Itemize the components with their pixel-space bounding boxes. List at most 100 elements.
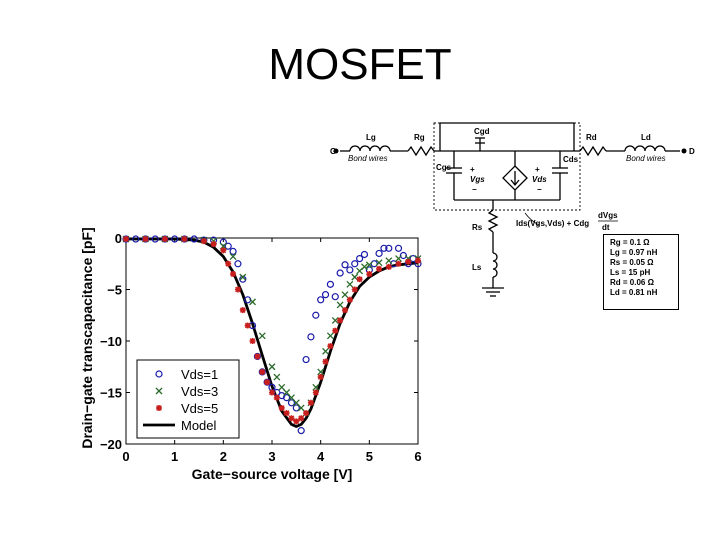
data-point (171, 235, 179, 243)
data-point (264, 379, 271, 386)
y-tick-label: −20 (100, 437, 122, 452)
data-point (337, 317, 344, 324)
plus2-label: + (535, 165, 540, 174)
data-point (239, 273, 247, 281)
param-lg: Lg = 0.97 nH (610, 248, 658, 257)
data-point (385, 244, 393, 252)
circuit-diagram: G D Lg Rg Cgd Rd Ld Bond wires Bond wire… (330, 122, 695, 297)
x-tick-label: 5 (366, 449, 373, 464)
data-point (415, 257, 421, 264)
data-point (283, 410, 290, 417)
data-point (278, 383, 286, 391)
legend-label: Vds=5 (181, 401, 218, 416)
data-point (307, 399, 314, 406)
data-point (288, 394, 295, 402)
d-terminal-label: D (689, 147, 695, 156)
y-tick-label: −10 (100, 334, 122, 349)
data-point (234, 286, 241, 293)
data-point (239, 307, 246, 314)
data-point (356, 276, 363, 283)
data-point (351, 286, 358, 293)
minus1-label: − (472, 185, 477, 194)
data-point (312, 311, 320, 319)
data-point (366, 271, 373, 278)
lg-inductor (349, 145, 391, 152)
data-point (298, 415, 305, 422)
x-tick-label: 3 (268, 449, 275, 464)
x-tick-label: 2 (220, 449, 227, 464)
data-point (288, 415, 295, 422)
data-point (269, 389, 275, 396)
legend: Vds=1 Vds=3 Vds=5 Model (136, 359, 240, 439)
series-vds5 (123, 236, 421, 425)
data-point (360, 250, 369, 259)
data-point (239, 275, 247, 283)
data-point (268, 363, 276, 371)
data-point (342, 307, 348, 314)
data-point (385, 263, 392, 270)
legend-marker (156, 405, 162, 411)
param-ls: Ls = 15 pH (610, 268, 651, 277)
data-point (244, 322, 251, 329)
data-point (287, 399, 296, 407)
data-point (356, 255, 364, 263)
data-point (190, 235, 198, 243)
data-point (283, 394, 291, 402)
data-point (385, 257, 393, 265)
data-point (229, 247, 237, 255)
data-point (293, 418, 300, 425)
rd-label: Rd (586, 133, 597, 142)
x-tick-label: 0 (122, 449, 129, 464)
data-point (326, 332, 334, 340)
data-point (312, 389, 319, 396)
model-line (126, 237, 419, 428)
data-point (297, 427, 305, 435)
data-point (200, 238, 207, 245)
x-tick-label: 1 (171, 449, 178, 464)
data-point (161, 236, 168, 243)
data-point (210, 241, 217, 248)
ids-equation: Ids(Vgs,Vds) + Cdg (516, 219, 589, 228)
legend-label: Model (181, 418, 217, 433)
data-point (375, 259, 383, 267)
cgs-label: Cgs (436, 163, 452, 172)
param-ld: Ld = 0.81 nH (610, 288, 658, 297)
plot-area (125, 237, 419, 445)
data-point (273, 373, 281, 381)
data-point (302, 355, 310, 364)
param-rg: Rg = 0.1 Ω (610, 238, 650, 247)
data-point (230, 271, 237, 278)
vds-label: Vds (532, 175, 547, 184)
data-point (229, 253, 237, 260)
data-point (317, 368, 325, 376)
y-axis-label: Drain−gate transcapacitance [pF] (79, 227, 95, 448)
data-point (327, 343, 334, 350)
data-point (395, 260, 402, 267)
cds-label: Cds (563, 155, 579, 164)
data-point (346, 266, 354, 274)
data-point (361, 263, 368, 271)
rs-label: Rs (472, 223, 483, 232)
data-point (249, 338, 256, 344)
data-point (219, 238, 227, 246)
slide-title: MOSFET (268, 40, 452, 89)
cgd-label: Cgd (474, 127, 490, 136)
data-point (234, 260, 242, 268)
ls-inductor (492, 252, 498, 278)
data-point (297, 404, 305, 412)
data-point (123, 236, 129, 243)
data-point (395, 255, 402, 263)
data-point (278, 404, 285, 411)
data-point (399, 251, 407, 260)
data-point (317, 296, 325, 304)
legend-label: Vds=1 (181, 367, 218, 382)
data-point (181, 236, 188, 243)
data-point (292, 399, 300, 407)
rd-resistor (579, 145, 607, 157)
data-point (142, 236, 149, 243)
data-point (326, 280, 334, 288)
data-point (375, 249, 383, 258)
data-point (321, 291, 330, 299)
data-point (292, 404, 300, 412)
